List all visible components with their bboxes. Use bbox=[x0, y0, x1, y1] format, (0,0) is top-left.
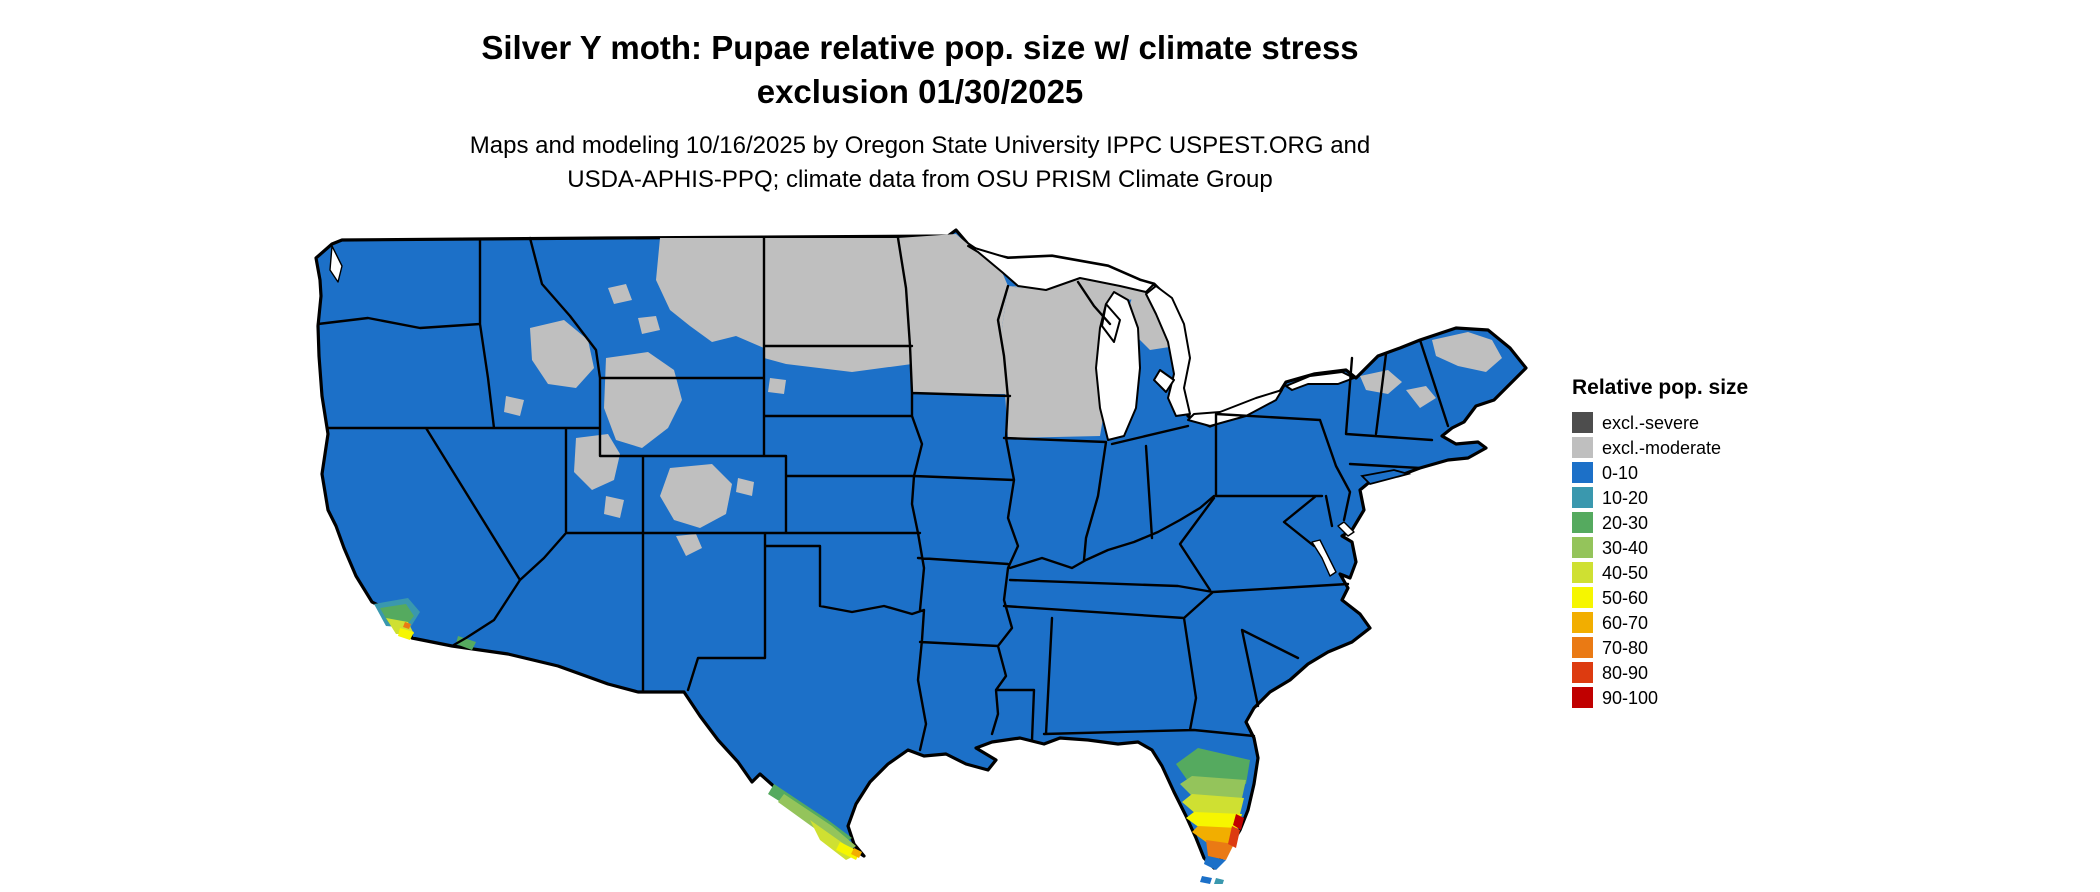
saginaw-bay bbox=[1153, 369, 1175, 393]
legend-label: 60-70 bbox=[1602, 612, 1649, 633]
legend-title: Relative pop. size bbox=[1572, 376, 1749, 399]
legend-item: 10-20 bbox=[1572, 485, 1748, 510]
subtitle-line2: USDA-APHIS-PPQ; climate data from OSU PR… bbox=[567, 166, 1273, 194]
excluded-region-wisconsin bbox=[1002, 286, 1110, 438]
hotspot-florida-50-60 bbox=[1186, 812, 1242, 828]
subtitle: Maps and modeling 10/16/2025 by Oregon S… bbox=[0, 129, 1840, 197]
excluded-region-new-mexico-speck bbox=[676, 534, 702, 556]
hotspot-florida-70-80 bbox=[1206, 840, 1234, 860]
hotspot-florida-60-70 bbox=[1192, 826, 1238, 844]
excluded-region-montana-speck2 bbox=[638, 316, 660, 334]
legend-swatch bbox=[1572, 662, 1593, 683]
page-title-line2: exclusion 01/30/2025 bbox=[756, 72, 1084, 110]
header: Silver Y moth: Pupae relative pop. size … bbox=[0, 26, 1840, 197]
legend-label: 30-40 bbox=[1602, 537, 1649, 558]
hotspot-florida-30-40 bbox=[1180, 776, 1246, 798]
puget-sound bbox=[329, 245, 343, 283]
excluded-region-idaho-speck bbox=[504, 396, 524, 416]
hotspot-regions bbox=[374, 598, 1250, 884]
legend-item: 0-10 bbox=[1572, 460, 1748, 485]
hotspot-texas-60-70 bbox=[851, 848, 862, 858]
water-bodies bbox=[329, 245, 1355, 577]
legend: Relative pop. size excl.-severe excl.-mo… bbox=[1572, 376, 1748, 710]
lake-huron bbox=[1145, 285, 1191, 417]
excluded-region-montana-speck1 bbox=[608, 284, 632, 304]
legend-swatch bbox=[1572, 612, 1593, 633]
legend-label: 40-50 bbox=[1602, 562, 1649, 583]
legend-swatch bbox=[1572, 537, 1593, 558]
lake-ontario bbox=[1285, 371, 1355, 391]
hotspot-florida-90-100 bbox=[1233, 814, 1244, 830]
legend-item: 70-80 bbox=[1572, 635, 1748, 660]
page-title-line1: Silver Y moth: Pupae relative pop. size … bbox=[481, 29, 1359, 66]
legend-label: 80-90 bbox=[1602, 662, 1649, 683]
legend-label: 0-10 bbox=[1602, 462, 1639, 483]
hotspot-socal-50-60 bbox=[398, 628, 414, 640]
state-borders bbox=[316, 236, 1450, 752]
legend-item: 50-60 bbox=[1572, 585, 1748, 610]
lake-superior bbox=[967, 245, 1155, 293]
legend-swatch bbox=[1572, 562, 1593, 583]
us-map-svg bbox=[314, 228, 1528, 884]
legend-label: 70-80 bbox=[1602, 637, 1649, 658]
legend-label: excl.-moderate bbox=[1602, 437, 1722, 458]
excluded-region-adirondacks bbox=[1360, 370, 1402, 394]
hotspot-florida-tip-0-10 bbox=[1204, 856, 1226, 870]
excluded-region-colorado-speck bbox=[736, 478, 754, 496]
excluded-region-utah-speck bbox=[604, 496, 624, 518]
legend-swatch bbox=[1572, 587, 1593, 608]
chesapeake-bay bbox=[1311, 539, 1337, 577]
delaware-bay bbox=[1337, 521, 1355, 537]
subtitle-line1: Maps and modeling 10/16/2025 by Oregon S… bbox=[469, 132, 1371, 160]
excluded-region-minnesota bbox=[898, 234, 1008, 394]
legend-swatch bbox=[1572, 412, 1593, 433]
legend-swatch bbox=[1572, 462, 1593, 483]
lake-erie bbox=[1187, 389, 1283, 427]
excluded-region-white-mountains bbox=[1406, 386, 1436, 408]
hotspot-florida-40-50 bbox=[1182, 794, 1244, 814]
legend-label: 20-30 bbox=[1602, 512, 1649, 533]
excluded-region-north-maine bbox=[1432, 332, 1502, 372]
hotspot-texas-30-40 bbox=[778, 794, 856, 852]
excluded-region-black-hills bbox=[768, 378, 786, 394]
legend-label: 10-20 bbox=[1602, 487, 1649, 508]
us-map bbox=[308, 228, 1528, 884]
legend-label: 50-60 bbox=[1602, 587, 1649, 608]
hotspot-florida-20-30 bbox=[1176, 748, 1250, 784]
excluded-region-utah-ranges bbox=[574, 434, 620, 490]
hotspot-florida-keys-0-10 bbox=[1200, 876, 1212, 884]
hotspot-socal-70-80 bbox=[403, 622, 411, 629]
legend-item: excl.-moderate bbox=[1572, 435, 1748, 460]
hotspot-florida-keys-10-20 bbox=[1214, 878, 1224, 884]
legend-label: excl.-severe bbox=[1602, 412, 1700, 433]
excluded-region-yellowstone bbox=[604, 352, 682, 448]
excluded-region-colorado-rockies bbox=[660, 464, 732, 528]
legend-swatch bbox=[1572, 687, 1593, 708]
green-bay bbox=[1101, 303, 1121, 343]
legend-item: 80-90 bbox=[1572, 660, 1748, 685]
legend-label: 90-100 bbox=[1602, 687, 1659, 708]
hotspot-florida-80-90 bbox=[1228, 826, 1240, 848]
legend-item: 40-50 bbox=[1572, 560, 1748, 585]
legend-swatch bbox=[1572, 637, 1593, 658]
legend-item: 90-100 bbox=[1572, 685, 1748, 710]
legend-swatch bbox=[1572, 512, 1593, 533]
legend-item: excl.-severe bbox=[1572, 410, 1748, 435]
legend-item: 60-70 bbox=[1572, 610, 1748, 635]
excluded-region-north-south-dakota bbox=[764, 346, 912, 372]
legend-item: 20-30 bbox=[1572, 510, 1748, 535]
legend-swatch bbox=[1572, 487, 1593, 508]
legend-item: 30-40 bbox=[1572, 535, 1748, 560]
excluded-region-idaho-highlands bbox=[530, 320, 594, 388]
legend-swatch bbox=[1572, 437, 1593, 458]
long-island bbox=[1360, 469, 1412, 486]
excluded-region-north-dakota bbox=[764, 238, 912, 358]
excluded-region-east-montana bbox=[656, 238, 764, 348]
